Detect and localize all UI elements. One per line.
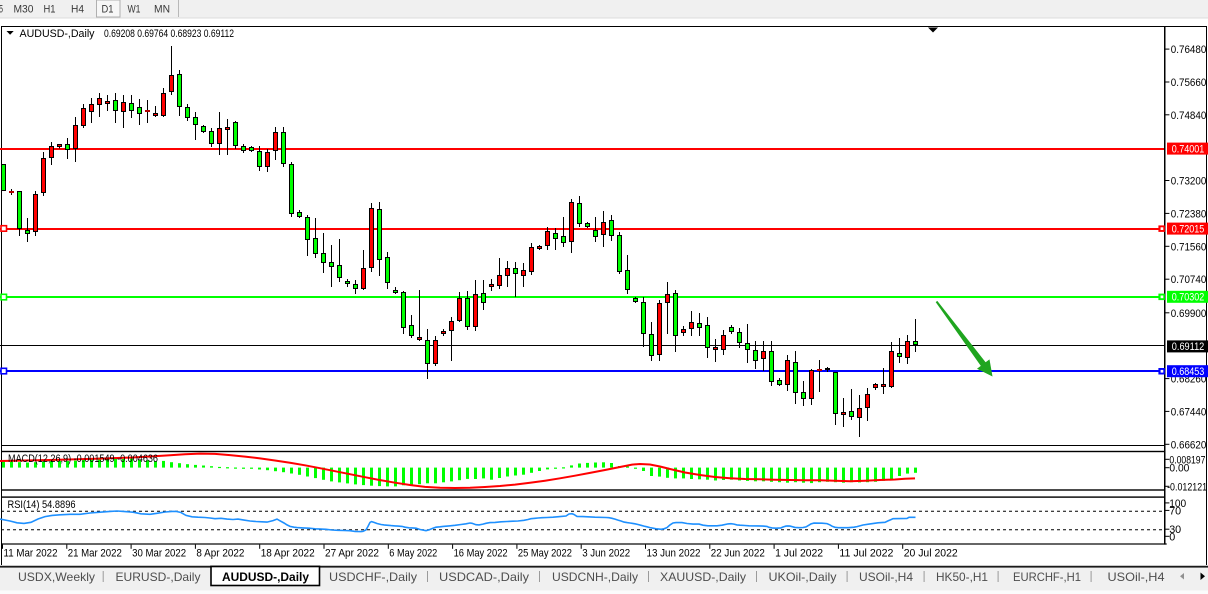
svg-text:27 Apr 2022: 27 Apr 2022	[325, 548, 379, 560]
svg-text:11 Jul 2022: 11 Jul 2022	[839, 548, 893, 560]
svg-text:D1: D1	[102, 4, 114, 16]
svg-text:HK50-,H1: HK50-,H1	[936, 570, 988, 584]
svg-text:16 May 2022: 16 May 2022	[454, 548, 508, 560]
svg-text:0.00: 0.00	[1169, 463, 1189, 475]
svg-text:AUDUSD-,Daily: AUDUSD-,Daily	[20, 28, 95, 40]
svg-text:MACD(12,26,9) -0.001549 -0.004: MACD(12,26,9) -0.001549 -0.004636	[8, 453, 158, 465]
svg-text:0.69900: 0.69900	[1171, 308, 1207, 320]
svg-text:30: 30	[1169, 524, 1181, 536]
svg-text:XAUUSD-,Daily: XAUUSD-,Daily	[660, 570, 746, 584]
svg-text:0.74001: 0.74001	[1172, 143, 1205, 155]
svg-text:MN: MN	[154, 4, 170, 16]
svg-text:H4: H4	[71, 4, 84, 16]
svg-text:20 Jul 2022: 20 Jul 2022	[904, 548, 958, 560]
svg-text:W1: W1	[128, 4, 141, 16]
svg-text:3 Jun 2022: 3 Jun 2022	[582, 548, 630, 560]
svg-text:AUDUSD-,Daily: AUDUSD-,Daily	[222, 570, 309, 584]
svg-text:25 May 2022: 25 May 2022	[518, 548, 572, 560]
svg-text:H1: H1	[44, 4, 56, 16]
svg-text:13 Jun 2022: 13 Jun 2022	[647, 548, 701, 560]
svg-text:USDCNH-,Daily: USDCNH-,Daily	[552, 570, 638, 584]
svg-text:100: 100	[1169, 498, 1186, 510]
svg-text:6 May 2022: 6 May 2022	[389, 548, 437, 560]
svg-text:USDCHF-,Daily: USDCHF-,Daily	[329, 570, 417, 584]
svg-text:USOil-,H4: USOil-,H4	[859, 570, 913, 584]
svg-text:1 Jul 2022: 1 Jul 2022	[775, 548, 823, 560]
svg-text:0.76480: 0.76480	[1171, 44, 1207, 56]
svg-text:0.69208 0.69764 0.68923 0.6911: 0.69208 0.69764 0.68923 0.69112	[104, 28, 234, 40]
svg-text:5: 5	[0, 4, 3, 16]
svg-text:0.008197: 0.008197	[1169, 454, 1205, 466]
svg-text:0.69112: 0.69112	[1172, 341, 1205, 353]
svg-text:70: 70	[1169, 505, 1181, 517]
svg-text:0.70740: 0.70740	[1171, 274, 1207, 286]
svg-text:M30: M30	[14, 4, 34, 16]
svg-text:0.74840: 0.74840	[1171, 110, 1207, 122]
svg-text:11 Mar 2022: 11 Mar 2022	[4, 548, 58, 560]
svg-text:18 Apr 2022: 18 Apr 2022	[261, 548, 315, 560]
svg-text:22 Jun 2022: 22 Jun 2022	[711, 548, 765, 560]
svg-text:0.72380: 0.72380	[1171, 208, 1207, 220]
svg-text:8 Apr 2022: 8 Apr 2022	[196, 548, 244, 560]
svg-text:USDCAD-,Daily: USDCAD-,Daily	[439, 570, 529, 584]
svg-text:0.66620: 0.66620	[1171, 439, 1207, 451]
svg-text:EURCHF-,H1: EURCHF-,H1	[1013, 570, 1081, 584]
svg-text:USOil-,H4: USOil-,H4	[1108, 570, 1165, 584]
svg-text:0: 0	[1169, 531, 1175, 543]
svg-text:0.73200: 0.73200	[1171, 176, 1207, 188]
svg-text:0.67440: 0.67440	[1171, 406, 1207, 418]
svg-text:0.72015: 0.72015	[1172, 223, 1205, 235]
svg-text:0.71560: 0.71560	[1171, 241, 1207, 253]
svg-text:RSI(14) 54.8896: RSI(14) 54.8896	[8, 499, 76, 511]
svg-text:EURUSD-,Daily: EURUSD-,Daily	[116, 570, 201, 584]
svg-text:UKOil-,Daily: UKOil-,Daily	[769, 570, 837, 584]
svg-text:-0.012121: -0.012121	[1167, 481, 1207, 493]
svg-text:USDX,Weekly: USDX,Weekly	[18, 570, 95, 584]
svg-text:0.68453: 0.68453	[1172, 366, 1205, 378]
svg-text:21 Mar 2022: 21 Mar 2022	[68, 548, 122, 560]
svg-text:30 Mar 2022: 30 Mar 2022	[132, 548, 186, 560]
svg-text:0.75660: 0.75660	[1171, 77, 1207, 89]
svg-text:0.70302: 0.70302	[1172, 292, 1205, 304]
